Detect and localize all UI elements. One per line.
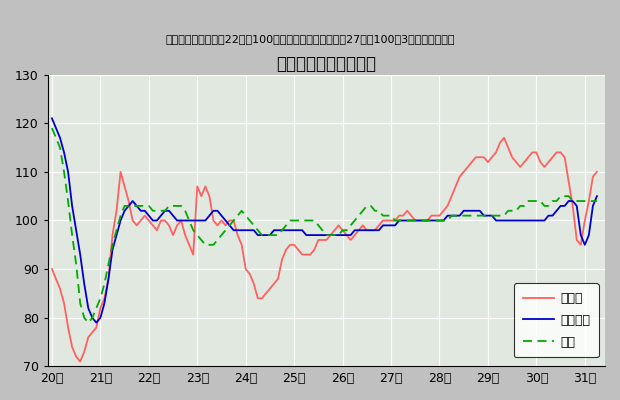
全国 xyxy=(593,199,601,204)
中国地方 xyxy=(500,218,508,223)
Text: （季節調整済、平成22年＝100、中国地方・全国は平成27年＝100、3ヶ月移動平均）: （季節調整済、平成22年＝100、中国地方・全国は平成27年＝100、3ヶ月移動… xyxy=(166,34,454,44)
鳥取県 xyxy=(48,267,56,272)
中国地方 xyxy=(593,194,601,198)
全国 xyxy=(262,233,270,238)
全国 xyxy=(48,126,56,130)
Title: 鉱工業生産指数の推移: 鉱工業生産指数の推移 xyxy=(277,55,376,73)
鳥取県 xyxy=(500,135,508,140)
全国 xyxy=(500,213,508,218)
鳥取県 xyxy=(505,145,512,150)
全国 xyxy=(84,320,92,325)
中国地方 xyxy=(117,218,124,223)
全国 xyxy=(117,213,124,218)
鳥取県 xyxy=(76,359,84,364)
Line: 全国: 全国 xyxy=(52,128,597,323)
鳥取県 xyxy=(593,170,601,174)
全国 xyxy=(492,213,500,218)
全国 xyxy=(565,194,572,198)
中国地方 xyxy=(262,233,270,238)
中国地方 xyxy=(492,218,500,223)
中国地方 xyxy=(497,218,504,223)
中国地方 xyxy=(565,199,572,204)
鳥取県 xyxy=(497,140,504,145)
鳥取県 xyxy=(262,291,270,296)
鳥取県 xyxy=(492,150,500,155)
中国地方 xyxy=(92,320,100,325)
Legend: 鳥取県, 中国地方, 全国: 鳥取県, 中国地方, 全国 xyxy=(514,283,599,357)
中国地方 xyxy=(48,116,56,121)
Line: 中国地方: 中国地方 xyxy=(52,118,597,323)
鳥取県 xyxy=(117,170,124,174)
全国 xyxy=(497,213,504,218)
Line: 鳥取県: 鳥取県 xyxy=(52,138,597,362)
鳥取県 xyxy=(569,204,577,208)
